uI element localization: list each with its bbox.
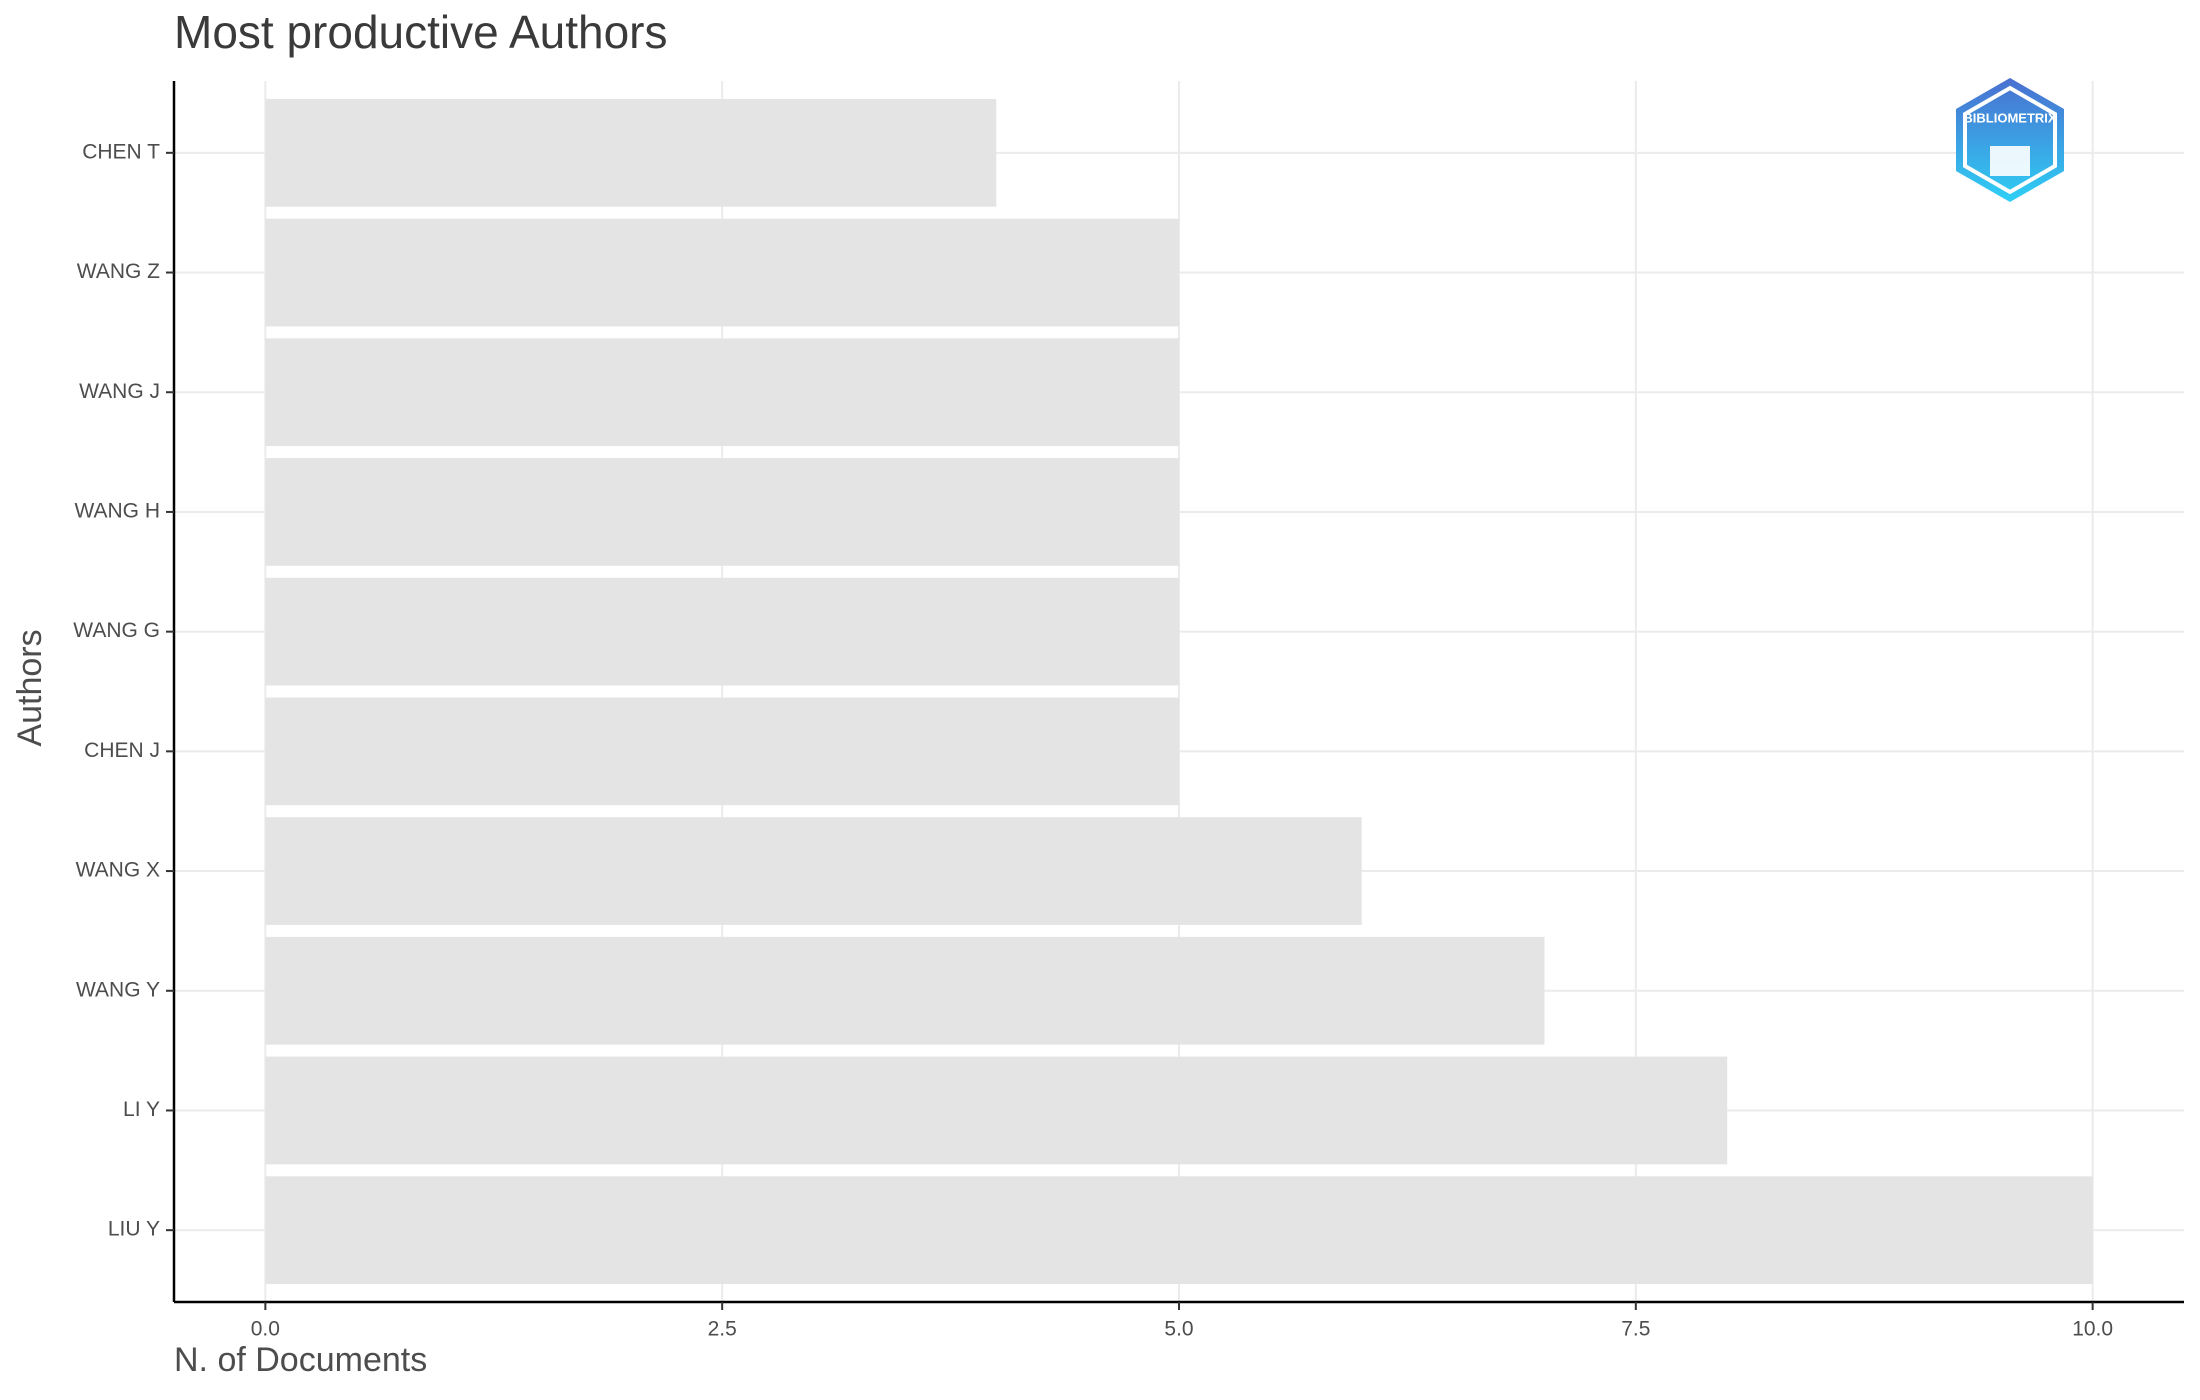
bar — [265, 936, 1545, 1045]
y-tick-label: LIU Y — [108, 1218, 160, 1241]
x-axis-title: N. of Documents — [174, 1341, 427, 1379]
y-tick-label: WANG G — [73, 619, 160, 642]
logo: BIBLIOMETRIX — [1956, 78, 2064, 202]
bar — [265, 1176, 2093, 1285]
y-tick-label: WANG X — [76, 859, 160, 882]
bar — [265, 458, 1179, 566]
x-tick-label: 10.0 — [2072, 1318, 2113, 1341]
bar — [265, 577, 1179, 686]
bar — [265, 817, 1362, 925]
y-tick-label: CHEN J — [84, 739, 160, 762]
logo-hexagon-inner — [1963, 85, 2057, 195]
logo-icon — [1990, 146, 2030, 176]
y-axis-title: Authors — [11, 629, 49, 746]
y-tick-label: WANG Z — [77, 260, 160, 283]
bars — [265, 98, 2093, 1285]
chart-title: Most productive Authors — [174, 6, 667, 58]
y-tick-label: WANG Y — [76, 978, 160, 1001]
logo-text: BIBLIOMETRIX — [1963, 110, 2056, 125]
bar — [265, 697, 1179, 806]
x-tick-label: 0.0 — [251, 1318, 280, 1341]
x-tick-label: 7.5 — [1621, 1318, 1650, 1341]
y-tick-label: WANG H — [74, 499, 160, 522]
bar — [265, 1056, 1728, 1165]
logo-hexagon — [1956, 78, 2064, 202]
y-tick-label: LI Y — [123, 1098, 160, 1121]
x-tick-label: 5.0 — [1164, 1318, 1193, 1341]
bar — [265, 218, 1179, 327]
bar — [265, 338, 1179, 447]
x-tick-label: 2.5 — [708, 1318, 737, 1341]
y-tick-label: WANG J — [79, 380, 160, 403]
bar — [265, 98, 997, 207]
y-tick-label: CHEN T — [82, 140, 160, 163]
